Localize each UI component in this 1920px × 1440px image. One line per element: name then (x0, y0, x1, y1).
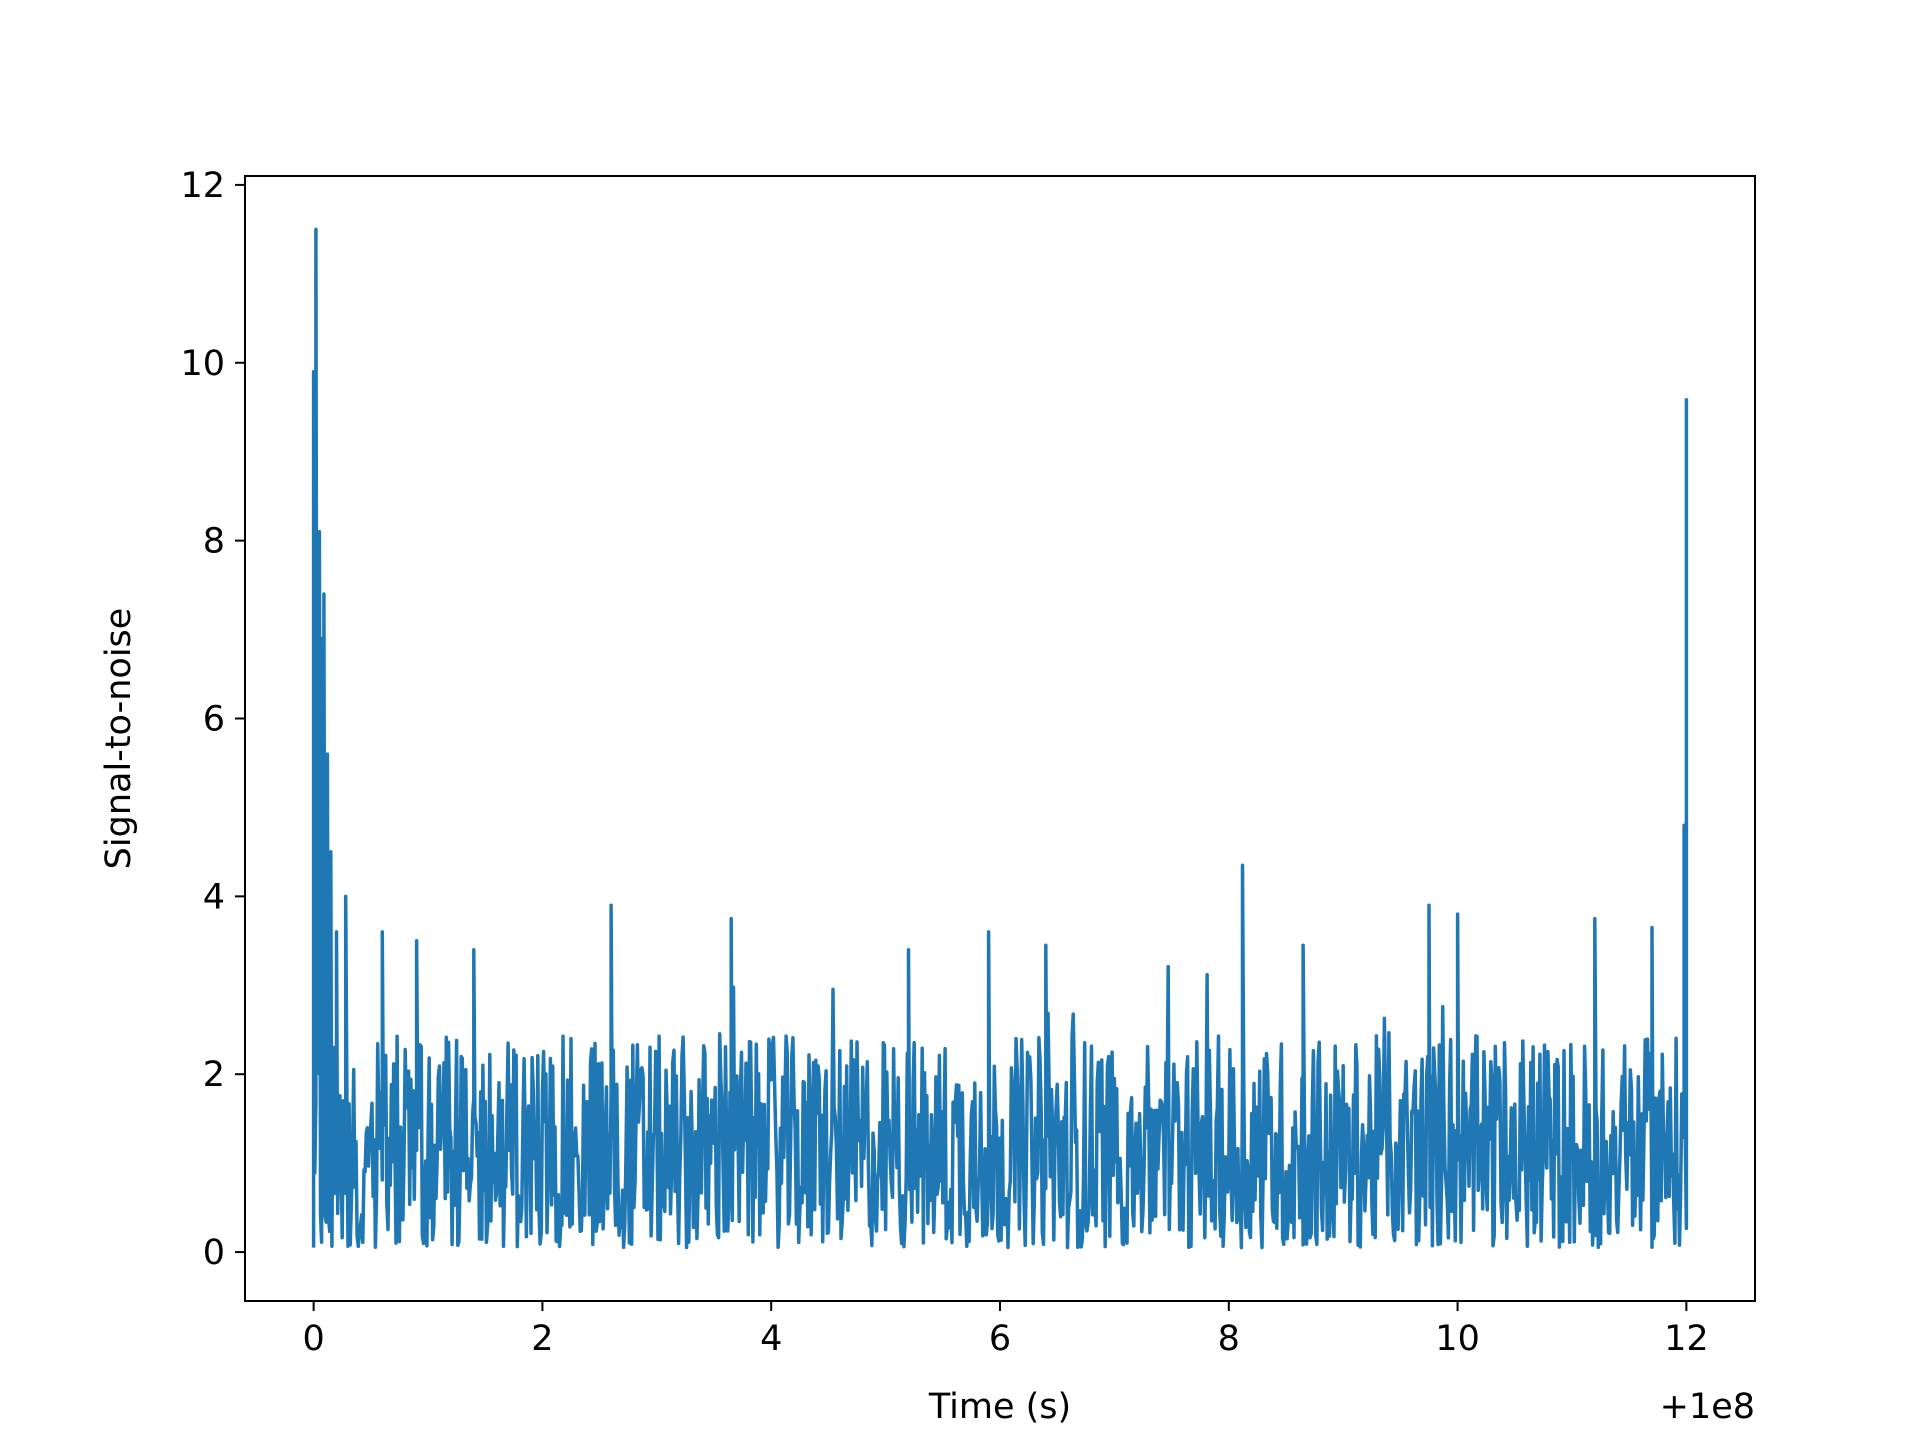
x-tick-label: 2 (531, 1319, 553, 1359)
y-axis-ticks: 0 2 4 6 8 10 12 (180, 166, 245, 1273)
x-axis-offset-label: +1e8 (1660, 1387, 1755, 1427)
x-tick-label: 8 (1218, 1319, 1240, 1359)
y-axis-label: Signal-to-noise (99, 608, 139, 870)
y-tick-label: 2 (203, 1055, 225, 1095)
y-tick-label: 6 (203, 699, 225, 739)
y-tick-label: 0 (203, 1233, 225, 1273)
x-tick-label: 12 (1664, 1319, 1709, 1359)
x-tick-label: 4 (760, 1319, 782, 1359)
x-axis-label: Time (s) (928, 1387, 1071, 1427)
y-tick-label: 10 (180, 344, 225, 384)
signal-to-noise-series-line (311, 227, 1689, 1250)
y-tick-label: 4 (203, 877, 225, 917)
x-axis-ticks: 0 2 4 6 8 10 12 (302, 1301, 1709, 1359)
y-tick-label: 8 (203, 522, 225, 562)
y-tick-label: 12 (180, 166, 225, 206)
x-tick-label: 10 (1435, 1319, 1480, 1359)
series-layer (311, 227, 1689, 1250)
x-tick-label: 0 (302, 1319, 324, 1359)
x-tick-label: 6 (989, 1319, 1011, 1359)
